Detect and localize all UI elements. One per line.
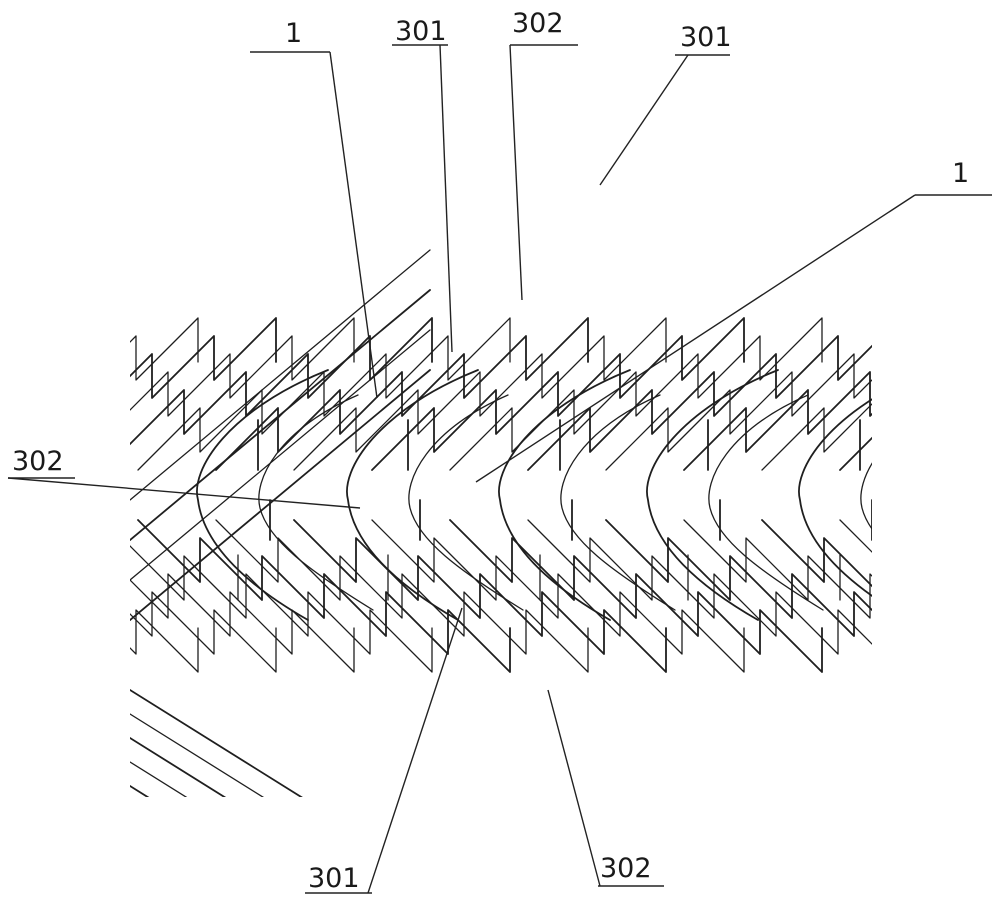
leader-line-1-top bbox=[329, 51, 378, 399]
label-1-right: 1 bbox=[952, 158, 969, 189]
chevron-bend-outer bbox=[646, 369, 779, 621]
fin-line-lower bbox=[0, 520, 42, 672]
fin-line-lower bbox=[527, 519, 872, 655]
label-302-bottom: 302 bbox=[600, 853, 652, 884]
lower-band-line bbox=[130, 713, 265, 797]
label-1-top: 1 bbox=[285, 18, 302, 49]
fin-line-lower bbox=[130, 545, 433, 673]
fin-line-upper bbox=[839, 436, 872, 471]
fin-line-lower bbox=[137, 519, 511, 673]
upper-band-line bbox=[130, 369, 431, 621]
lower-band-line bbox=[130, 737, 227, 797]
fin-line-upper bbox=[761, 403, 872, 471]
fin-line-lower bbox=[130, 591, 277, 673]
fin-line-upper bbox=[293, 317, 667, 471]
chevron-bend-outer bbox=[498, 369, 631, 621]
upper-band-line bbox=[130, 249, 431, 501]
fin-line-lower bbox=[761, 519, 872, 588]
fin-line-upper bbox=[130, 317, 277, 399]
leader-line-302-left bbox=[7, 477, 361, 509]
serrated-fin-pattern bbox=[0, 249, 1000, 797]
upper-band-line bbox=[130, 329, 431, 581]
fin-line-upper bbox=[996, 318, 1000, 470]
fin-line-lower bbox=[996, 520, 1000, 672]
chevron-bend-inner bbox=[258, 394, 374, 611]
fin-line-upper bbox=[371, 317, 745, 471]
lower-band-line bbox=[130, 689, 303, 797]
leader-line-302-bottom bbox=[547, 689, 601, 887]
fin-line-upper bbox=[683, 371, 872, 471]
chevron-bend-outer bbox=[798, 398, 872, 597]
fin-line-lower bbox=[605, 519, 872, 637]
fin-line-lower bbox=[130, 609, 199, 673]
fin-line-upper bbox=[137, 317, 511, 471]
chevron-bend-inner bbox=[560, 394, 676, 611]
chevron-bend-outer bbox=[196, 369, 329, 621]
fin-line-lower bbox=[683, 519, 872, 619]
reference-labels: 1 301 302 301 1 302 301 302 bbox=[12, 8, 969, 894]
chevron-bend-inner bbox=[860, 462, 872, 531]
fin-line-upper bbox=[605, 353, 872, 471]
fin-line-upper bbox=[130, 317, 355, 417]
upper-band-line bbox=[130, 289, 431, 541]
fin-line-lower bbox=[293, 519, 667, 673]
fin-line-upper bbox=[918, 318, 1000, 470]
leader-line-301-top-left bbox=[439, 44, 453, 353]
chevron-bend-inner bbox=[708, 394, 824, 611]
leader-line-301-top-right bbox=[599, 54, 689, 186]
label-301-top-right: 301 bbox=[680, 22, 732, 53]
leader-lines bbox=[7, 44, 992, 894]
fin-line-lower bbox=[0, 520, 120, 672]
fin-line-upper bbox=[449, 317, 823, 471]
fin-line-lower bbox=[839, 519, 872, 553]
fin-line-lower bbox=[918, 520, 1000, 672]
label-301-bottom: 301 bbox=[308, 863, 360, 894]
chevron-bend-inner bbox=[408, 394, 524, 611]
lower-band-line bbox=[130, 785, 150, 797]
chevron-bend-outer bbox=[346, 369, 479, 621]
label-302-top: 302 bbox=[512, 8, 564, 39]
label-301-top-left: 301 bbox=[395, 16, 447, 47]
fin-line-lower bbox=[215, 519, 589, 673]
label-302-left: 302 bbox=[12, 446, 64, 477]
fin-line-lower bbox=[449, 519, 823, 673]
leader-line-1-right bbox=[475, 194, 916, 483]
fin-line-upper bbox=[527, 335, 872, 471]
fin-line-upper bbox=[130, 317, 199, 381]
leader-line-302-top bbox=[509, 44, 523, 301]
leader-line-301-bottom bbox=[367, 607, 463, 894]
lower-band-line bbox=[130, 761, 188, 797]
fin-line-lower bbox=[371, 519, 745, 673]
